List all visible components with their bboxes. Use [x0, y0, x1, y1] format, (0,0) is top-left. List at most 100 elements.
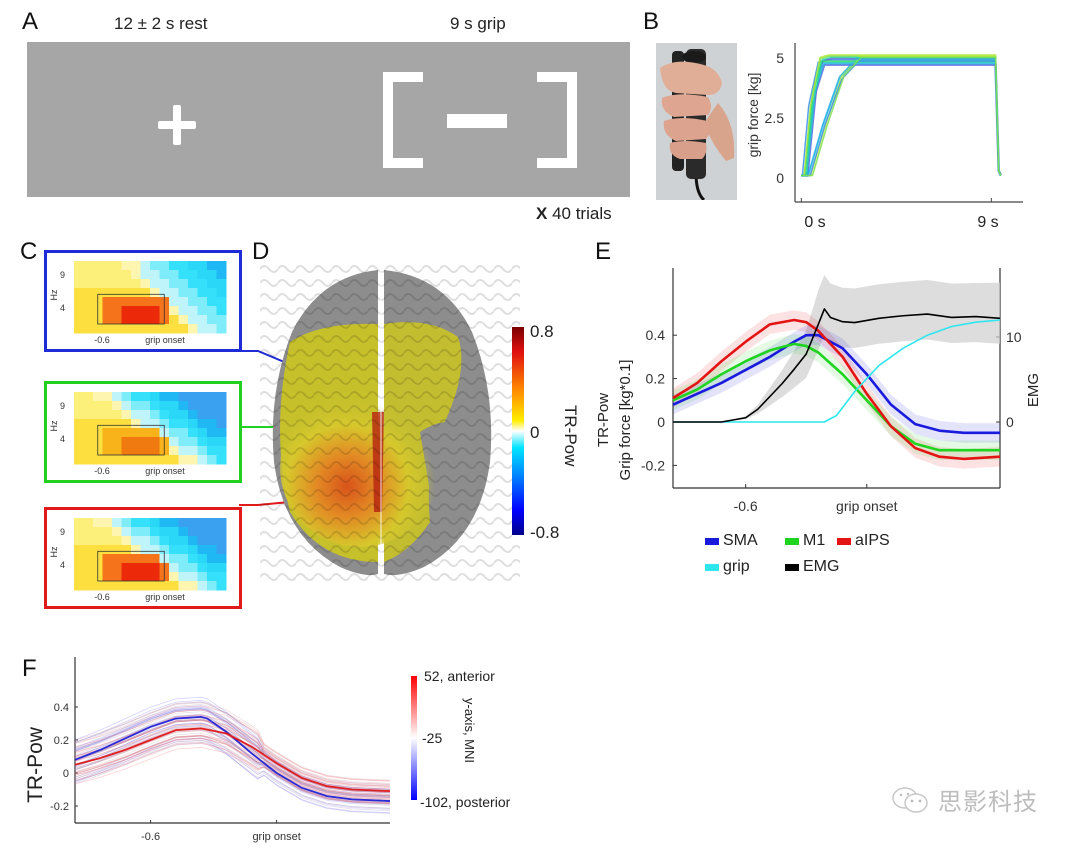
- panel-label-c: C: [20, 238, 38, 265]
- heatmap-cell: [140, 437, 151, 447]
- grip-trial-line: [801, 59, 1002, 177]
- f-trace: [74, 741, 391, 809]
- heatmap-cell: [83, 419, 94, 429]
- heatmap-cell: [188, 545, 198, 555]
- grip-trial-line: [801, 56, 1002, 177]
- heatmap-cell: [188, 270, 198, 280]
- heatmap-cell: [169, 297, 179, 307]
- heatmap-cell: [178, 288, 189, 298]
- panel-label-a: A: [22, 8, 39, 35]
- f-trace: [74, 732, 391, 803]
- heatmap-cell: [140, 518, 151, 528]
- f-colorbar-tick: -102, posterior: [420, 794, 511, 810]
- heatmap-cell: [102, 419, 113, 429]
- heatmap-cell: [207, 581, 217, 591]
- heatmap-cell: [216, 315, 227, 325]
- f-trace: [74, 722, 391, 804]
- heatmap-cell: [150, 446, 160, 456]
- e-ytick-right: 10: [1006, 329, 1022, 345]
- heatmap-cell: [169, 455, 179, 465]
- heatmap-cell: [216, 536, 227, 546]
- heatmap-cell: [121, 527, 132, 537]
- f-trace: [74, 718, 391, 789]
- f-trace: [74, 711, 391, 790]
- e-ytick: -0.2: [641, 457, 665, 473]
- heatmap-cell: [188, 288, 198, 298]
- f-mean-line-posterior: [74, 715, 391, 802]
- heatmap-cell: [150, 581, 160, 591]
- grip-trial-line: [801, 55, 1002, 177]
- heatmap-cell: [74, 401, 84, 411]
- heatmap-cell: [150, 261, 160, 271]
- heatmap-cell: [197, 401, 208, 411]
- heatmap-cell: [197, 428, 208, 438]
- legend-swatch: [705, 563, 719, 571]
- heatmap-cell: [121, 455, 132, 465]
- heatmap-cell: [102, 437, 113, 447]
- hz-label: Hz: [49, 420, 59, 431]
- heatmap-cell: [83, 297, 94, 307]
- heatmap-cell: [188, 419, 198, 429]
- f-trace: [74, 735, 391, 809]
- heatmap-cell: [140, 401, 151, 411]
- legend-label: grip: [723, 558, 750, 575]
- legend-item-grip: grip: [705, 558, 750, 576]
- legend-swatch: [785, 537, 799, 545]
- heatmap-cell: [131, 270, 141, 280]
- heatmap-cell: [131, 536, 141, 546]
- tf-heatmap: 9 4Hz -0.6 grip onset: [49, 261, 227, 345]
- heatmap-cell: [150, 306, 160, 316]
- heatmap-cell: [93, 270, 103, 280]
- heatmap-cell: [216, 288, 227, 298]
- heatmap-cell: [188, 306, 198, 316]
- heatmap-cell: [216, 563, 227, 573]
- heatmap-cell: [83, 536, 94, 546]
- heatmap-cell: [74, 437, 84, 447]
- heatmap-cell: [131, 261, 141, 271]
- hz-tick: 4: [60, 560, 65, 570]
- heatmap-cell: [150, 279, 160, 289]
- heatmap-cell: [197, 419, 208, 429]
- heatmap-cell: [74, 410, 84, 420]
- heatmap-cell: [197, 288, 208, 298]
- f-trace: [74, 725, 391, 804]
- f-trace: [74, 737, 391, 805]
- f-trace: [74, 724, 391, 798]
- heatmap-cell: [188, 392, 198, 402]
- heatmap-cell: [216, 324, 227, 334]
- heatmap-cell: [131, 437, 141, 447]
- heatmap-cell: [131, 279, 141, 289]
- heatmap-cell: [169, 572, 179, 582]
- heatmap-cell: [169, 306, 179, 316]
- heatmap-cell: [150, 527, 160, 537]
- heatmap-cell: [150, 315, 160, 325]
- right-bracket-icon: [537, 72, 577, 168]
- f-trace: [74, 738, 391, 799]
- heatmap-cell: [83, 437, 94, 447]
- heatmap-cell: [169, 392, 179, 402]
- heatmap-cell: [197, 563, 208, 573]
- hz-label: Hz: [49, 289, 59, 300]
- heatmap-cell: [83, 518, 94, 528]
- heatmap-cell: [188, 581, 198, 591]
- heatmap-cell: [102, 455, 113, 465]
- left-bracket-icon: [383, 72, 423, 168]
- heatmap-cell: [74, 581, 84, 591]
- heatmap-cell: [197, 536, 208, 546]
- hz-tick: 9: [60, 270, 65, 280]
- heatmap-cell: [169, 279, 179, 289]
- b-ytick: 0: [776, 170, 784, 186]
- heatmap-cell: [112, 392, 122, 402]
- heatmap-cell: [102, 527, 113, 537]
- heatmap-cell: [207, 410, 217, 420]
- heatmap-cell: [140, 261, 151, 271]
- heatmap-cell: [188, 261, 198, 271]
- f-trace: [74, 702, 391, 785]
- f-trace: [74, 719, 391, 797]
- heatmap-cell: [150, 401, 160, 411]
- legend-label: aIPS: [855, 532, 890, 549]
- heatmap-cell: [150, 536, 160, 546]
- heatmap-cell: [159, 401, 170, 411]
- heatmap-cell: [197, 437, 208, 447]
- hz-tick: 4: [60, 303, 65, 313]
